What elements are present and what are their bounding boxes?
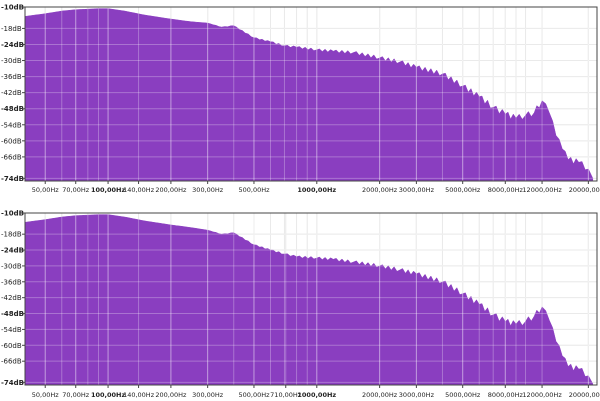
x-tick-label: 50,00Hz	[32, 186, 59, 194]
y-tick-label: -42dB	[1, 89, 22, 97]
x-tick-label: 300,00Hz	[192, 391, 224, 399]
y-tick-label: -30dB	[1, 57, 22, 65]
x-tick-label: 20000,00Hz	[569, 186, 600, 194]
y-tick-label: -60dB	[1, 342, 22, 350]
y-tick-label: -48dB	[1, 105, 24, 113]
x-tick-label: 100,00Hz	[91, 186, 126, 194]
x-tick-label: 50,00Hz	[32, 391, 59, 399]
x-tick-label: 2000,00Hz	[362, 186, 398, 194]
x-tick-label: 2000,00Hz	[362, 391, 398, 399]
x-tick-label: 8000,00Hz	[488, 186, 524, 194]
y-tick-label: -18dB	[1, 231, 22, 239]
x-tick-label: 5000,00Hz	[445, 186, 481, 194]
y-tick-label: -54dB	[1, 121, 22, 129]
y-tick-label: -48dB	[1, 310, 24, 318]
x-tick-label: 70,00Hz	[62, 391, 89, 399]
x-tick-label: 20000,00Hz	[569, 391, 600, 399]
y-tick-label: -66dB	[1, 153, 22, 161]
x-tick-label: 500,00Hz	[238, 391, 270, 399]
y-tick-label: -24dB	[1, 41, 24, 49]
y-tick-label: -42dB	[1, 294, 22, 302]
y-tick-label: -36dB	[1, 278, 22, 286]
plot-frame	[24, 6, 598, 182]
y-tick-label: -10dB	[1, 4, 24, 12]
x-tick-label: 710,00Hz	[270, 391, 302, 399]
x-tick-label: 200,00Hz	[155, 186, 187, 194]
y-tick-label: -18dB	[1, 25, 22, 33]
plot-frame	[24, 212, 598, 386]
x-tick-label: 3000,00Hz	[399, 391, 435, 399]
y-tick-label: -30dB	[1, 262, 22, 270]
x-tick-label: 5000,00Hz	[445, 391, 481, 399]
x-tick-label: 3000,00Hz	[399, 186, 435, 194]
spectrum-panel-1: -10dB -18dB -24dB -30dB -36dB -42dB -48dB -54dB…	[1, 4, 600, 195]
x-tick-label: 100,00Hz	[91, 391, 126, 399]
y-tick-label: -74dB	[1, 175, 24, 183]
x-tick-label: 200,00Hz	[155, 391, 187, 399]
spectrum-panel-2: -10dB -18dB -24dB -30dB -36dB -42dB -48dB -54dB…	[1, 210, 600, 400]
x-tick-label: 1000,00Hz	[297, 186, 336, 194]
y-tick-label: -24dB	[1, 247, 24, 255]
spectrum-area	[24, 8, 594, 182]
y-tick-label: -36dB	[1, 73, 22, 81]
x-tick-label: 8000,00Hz	[488, 391, 524, 399]
x-tick-label: 140,00Hz	[123, 391, 155, 399]
x-tick-label: 500,00Hz	[238, 186, 270, 194]
y-tick-label: -74dB	[1, 379, 24, 387]
x-tick-label: 70,00Hz	[62, 186, 89, 194]
y-tick-label: -10dB	[1, 210, 24, 218]
x-tick-label: 12000,00Hz	[522, 186, 562, 194]
x-tick-label: 12000,00Hz	[522, 391, 562, 399]
x-tick-label: 140,00Hz	[123, 186, 155, 194]
y-tick-label: -60dB	[1, 137, 22, 145]
y-tick-label: -66dB	[1, 358, 22, 366]
x-tick-label: 300,00Hz	[192, 186, 224, 194]
spectrum-area	[24, 214, 594, 386]
x-tick-label: 1000,00Hz	[297, 391, 336, 399]
y-tick-label: -54dB	[1, 326, 22, 334]
